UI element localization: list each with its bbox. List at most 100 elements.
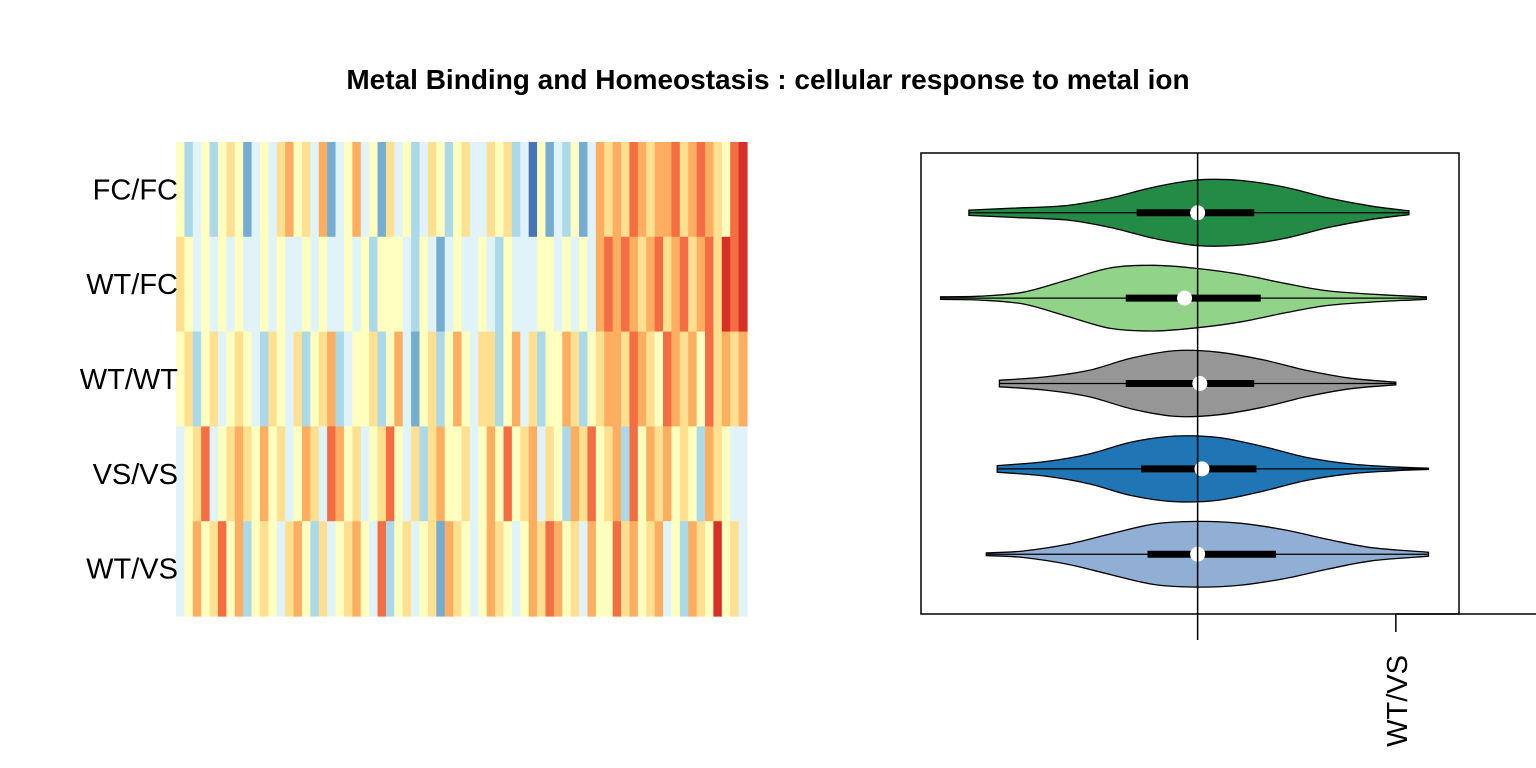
heatmap-cell bbox=[629, 236, 639, 333]
heatmap-cell bbox=[495, 521, 505, 617]
heatmap-cell bbox=[646, 331, 656, 427]
heatmap-cell bbox=[201, 142, 211, 238]
heatmap-cell bbox=[176, 236, 185, 333]
heatmap-cell bbox=[427, 236, 437, 333]
heatmap-cell bbox=[394, 426, 404, 522]
heatmap-cell bbox=[310, 426, 320, 522]
heatmap-cell bbox=[663, 426, 673, 522]
heatmap-cell bbox=[721, 236, 731, 333]
heatmap-cell bbox=[579, 331, 589, 427]
heatmap-cell bbox=[738, 426, 748, 522]
heatmap-cell bbox=[713, 426, 723, 522]
heatmap-cell bbox=[629, 142, 639, 238]
heatmap-cell bbox=[176, 142, 185, 238]
heatmap-cell bbox=[209, 142, 219, 238]
heatmap-cell bbox=[276, 426, 286, 522]
heatmap-cell bbox=[335, 236, 345, 333]
heatmap-cell bbox=[436, 142, 446, 238]
heatmap-cell bbox=[503, 331, 513, 427]
heatmap-cell bbox=[705, 236, 715, 333]
heatmap-cell bbox=[385, 142, 395, 238]
heatmap-cell bbox=[595, 142, 605, 238]
heatmap-cell bbox=[713, 331, 723, 427]
heatmap-cell bbox=[310, 142, 320, 238]
heatmap-cell bbox=[579, 236, 589, 333]
heatmap-cell bbox=[184, 236, 194, 333]
heatmap-cell bbox=[621, 426, 631, 522]
heatmap-cell bbox=[444, 426, 454, 522]
heatmap-cell bbox=[217, 426, 227, 522]
heatmap-row-label: FC/FC bbox=[93, 174, 178, 206]
heatmap-cell bbox=[453, 331, 463, 427]
heatmap-cell bbox=[495, 142, 505, 238]
heatmap-cell bbox=[394, 521, 404, 617]
heatmap-cell bbox=[553, 521, 563, 617]
heatmap-cell bbox=[705, 142, 715, 238]
heatmap-cell bbox=[285, 521, 295, 617]
heatmap-cell bbox=[679, 426, 689, 522]
violin-median-point bbox=[1177, 290, 1193, 306]
heatmap-cell bbox=[629, 331, 639, 427]
heatmap-cell bbox=[553, 142, 563, 238]
heatmap-cell bbox=[537, 426, 547, 522]
heatmap-cell bbox=[184, 142, 194, 238]
heatmap-cell bbox=[184, 331, 194, 427]
heatmap-cell bbox=[696, 142, 706, 238]
heatmap-cell bbox=[654, 426, 664, 522]
heatmap-cell bbox=[335, 426, 345, 522]
heatmap-cell bbox=[679, 142, 689, 238]
heatmap-row-label: WT/FC bbox=[86, 269, 178, 301]
heatmap-cell bbox=[562, 426, 572, 522]
heatmap-cell bbox=[327, 142, 337, 238]
heatmap-cell bbox=[335, 331, 345, 427]
heatmap-cell bbox=[427, 426, 437, 522]
heatmap-cell bbox=[495, 331, 505, 427]
heatmap-cell bbox=[696, 521, 706, 617]
heatmap-cell bbox=[579, 142, 589, 238]
heatmap-cell bbox=[553, 426, 563, 522]
heatmap-cell bbox=[511, 426, 521, 522]
heatmap-cell bbox=[688, 521, 698, 617]
heatmap-cell bbox=[226, 521, 236, 617]
heatmap-cell bbox=[419, 426, 429, 522]
heatmap-cell bbox=[411, 236, 421, 333]
heatmap-cell bbox=[520, 521, 530, 617]
heatmap-cell bbox=[276, 331, 286, 427]
heatmap-cell bbox=[318, 331, 328, 427]
heatmap-cell bbox=[209, 331, 219, 427]
heatmap-cell bbox=[293, 426, 303, 522]
heatmap-cell bbox=[562, 236, 572, 333]
heatmap-cell bbox=[469, 236, 479, 333]
heatmap-cell bbox=[570, 521, 580, 617]
heatmap-cell bbox=[688, 236, 698, 333]
heatmap-cell bbox=[369, 142, 379, 238]
heatmap-cell bbox=[621, 236, 631, 333]
heatmap-cell bbox=[310, 236, 320, 333]
heatmap-cell bbox=[478, 521, 488, 617]
heatmap-cell bbox=[385, 521, 395, 617]
heatmap-row-labels: FC/FC WT/FC WT/WT VS/VS WT/VS bbox=[80, 174, 179, 585]
heatmap-cell bbox=[419, 142, 429, 238]
heatmap-cell bbox=[738, 236, 748, 333]
heatmap-cell bbox=[654, 236, 664, 333]
heatmap-cell bbox=[705, 331, 715, 427]
heatmap-cell bbox=[251, 521, 261, 617]
heatmap-cell bbox=[301, 236, 311, 333]
heatmap-cell bbox=[276, 236, 286, 333]
heatmap-cell bbox=[436, 236, 446, 333]
heatmap-cell bbox=[176, 331, 185, 427]
heatmap-cell bbox=[545, 426, 555, 522]
heatmap-cell bbox=[453, 521, 463, 617]
heatmap-cell bbox=[192, 426, 202, 522]
heatmap-cell bbox=[444, 236, 454, 333]
heatmap-cell bbox=[671, 142, 681, 238]
heatmap-cell bbox=[520, 142, 530, 238]
violin-median-point bbox=[1192, 376, 1208, 391]
violins bbox=[939, 178, 1430, 588]
heatmap-cell bbox=[503, 521, 513, 617]
heatmap-cell bbox=[301, 331, 311, 427]
heatmap-cell bbox=[579, 521, 589, 617]
heatmap-cell bbox=[234, 331, 244, 427]
heatmap-cell bbox=[251, 142, 261, 238]
heatmap-cell bbox=[377, 426, 387, 522]
